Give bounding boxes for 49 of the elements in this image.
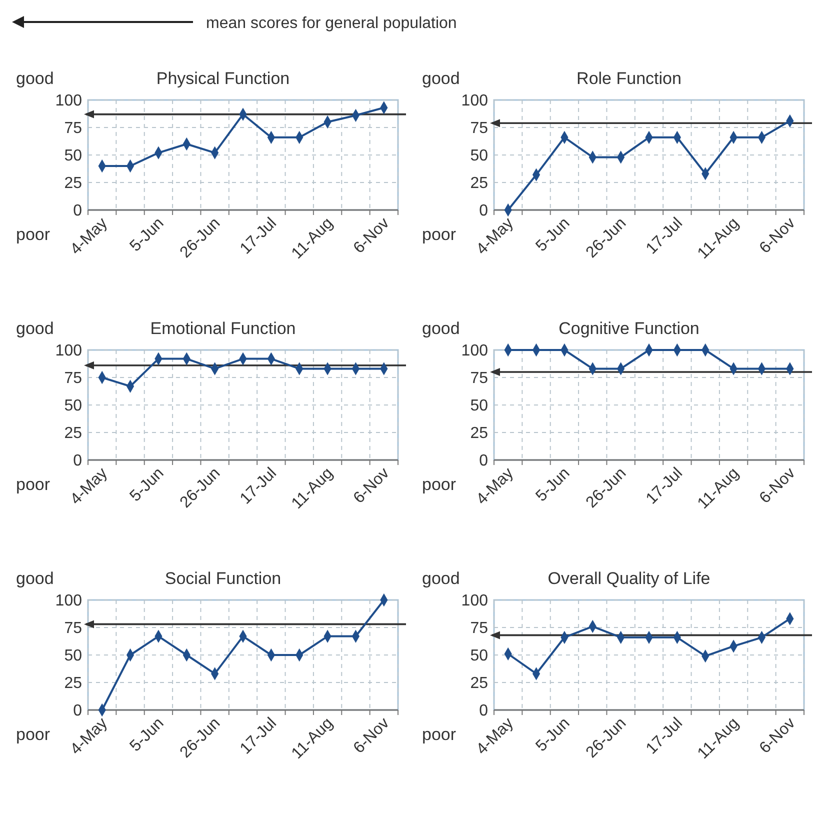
text: good [422,69,460,88]
chart-title: Physical Function [156,69,290,88]
y-tick-label: 50 [470,398,488,415]
y-tick-label: 75 [64,120,82,138]
y-tick-label: 100 [55,92,82,110]
y-tick-label: 25 [470,425,488,442]
y-tick-label: 25 [64,175,82,192]
text: good [422,319,460,338]
y-tick-label: 25 [470,175,488,192]
y-tick-label: 50 [470,148,488,165]
y-tick-label: 50 [64,398,82,415]
y-tick-label: 100 [461,92,488,110]
y-tick-label: 0 [479,452,488,470]
y-tick-label: 50 [64,648,82,665]
text: poor [16,725,50,744]
chart-title: Emotional Function [150,319,296,338]
y-tick-label: 25 [470,675,488,692]
y-tick-label: 75 [64,620,82,638]
y-tick-label: 75 [470,620,488,638]
y-tick-label: 100 [55,342,82,360]
text: good [16,569,54,588]
chart-title: Role Function [576,69,682,88]
text: poor [422,475,456,494]
y-tick-label: 0 [479,202,488,220]
y-tick-label: 50 [64,148,82,165]
text: poor [16,225,50,244]
text: poor [422,725,456,744]
text: good [16,319,54,338]
y-tick-label: 75 [64,370,82,388]
y-tick-label: 100 [461,592,488,610]
chart-title: Social Function [164,569,282,588]
y-tick-label: 0 [73,702,82,720]
y-tick-label: 100 [461,342,488,360]
y-tick-label: 75 [470,370,488,388]
text: good [422,569,460,588]
y-tick-label: 0 [73,452,82,470]
y-tick-label: 100 [55,592,82,610]
y-tick-label: 0 [73,202,82,220]
text: poor [16,475,50,494]
chart-title: Overall Quality of Life [548,569,710,588]
chart-title: Cognitive Function [558,319,700,338]
y-tick-label: 0 [479,702,488,720]
text: good [16,69,54,88]
y-tick-label: 50 [470,648,488,665]
text: mean scores for general population [206,15,457,32]
y-tick-label: 25 [64,425,82,442]
y-tick-label: 75 [470,120,488,138]
y-tick-label: 25 [64,675,82,692]
text: poor [422,225,456,244]
